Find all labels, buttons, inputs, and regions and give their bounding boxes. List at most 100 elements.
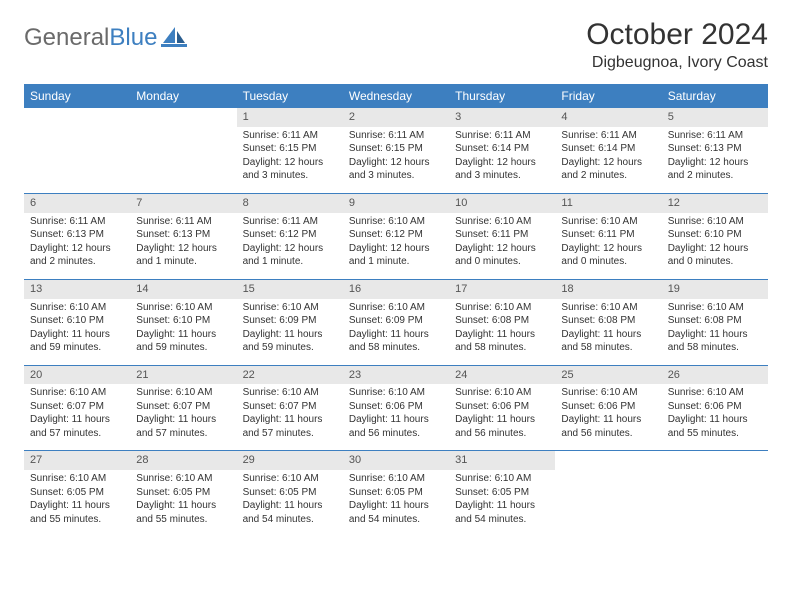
daylight-line-2: and 56 minutes. (561, 427, 655, 441)
daylight-line-2: and 2 minutes. (668, 169, 762, 183)
day-content: Sunrise: 6:10 AMSunset: 6:05 PMDaylight:… (449, 470, 555, 536)
sunset-line: Sunset: 6:15 PM (349, 142, 443, 156)
day-content: Sunrise: 6:10 AMSunset: 6:05 PMDaylight:… (130, 470, 236, 536)
sunset-line: Sunset: 6:09 PM (349, 314, 443, 328)
daylight-line-2: and 0 minutes. (561, 255, 655, 269)
calendar-cell: 11Sunrise: 6:10 AMSunset: 6:11 PMDayligh… (555, 193, 661, 279)
sunrise-line: Sunrise: 6:10 AM (349, 301, 443, 315)
daylight-line-2: and 58 minutes. (349, 341, 443, 355)
logo-text: GeneralBlue (24, 24, 157, 52)
sunrise-line: Sunrise: 6:10 AM (349, 472, 443, 486)
sunset-line: Sunset: 6:11 PM (561, 228, 655, 242)
day-number: 31 (449, 451, 555, 470)
sunset-line: Sunset: 6:14 PM (561, 142, 655, 156)
day-number: 19 (662, 280, 768, 299)
day-number: 26 (662, 366, 768, 385)
calendar-head: SundayMondayTuesdayWednesdayThursdayFrid… (24, 84, 768, 108)
daylight-line-1: Daylight: 12 hours (561, 242, 655, 256)
daylight-line-1: Daylight: 11 hours (668, 413, 762, 427)
calendar-cell: 28Sunrise: 6:10 AMSunset: 6:05 PMDayligh… (130, 451, 236, 536)
daylight-line-2: and 58 minutes. (668, 341, 762, 355)
day-number: 23 (343, 366, 449, 385)
logo-text-blue: Blue (109, 24, 157, 51)
day-header: Thursday (449, 84, 555, 108)
sunset-line: Sunset: 6:10 PM (668, 228, 762, 242)
daylight-line-2: and 58 minutes. (561, 341, 655, 355)
calendar-cell: .. (555, 451, 661, 536)
sunrise-line: Sunrise: 6:10 AM (243, 301, 337, 315)
daylight-line-1: Daylight: 11 hours (30, 328, 124, 342)
daylight-line-2: and 56 minutes. (349, 427, 443, 441)
day-content: Sunrise: 6:10 AMSunset: 6:10 PMDaylight:… (662, 213, 768, 279)
day-number: 25 (555, 366, 661, 385)
calendar-cell: 5Sunrise: 6:11 AMSunset: 6:13 PMDaylight… (662, 108, 768, 193)
daylight-line-1: Daylight: 12 hours (668, 156, 762, 170)
sunset-line: Sunset: 6:08 PM (455, 314, 549, 328)
calendar-week: 27Sunrise: 6:10 AMSunset: 6:05 PMDayligh… (24, 451, 768, 536)
day-number: 27 (24, 451, 130, 470)
daylight-line-1: Daylight: 11 hours (349, 499, 443, 513)
sunrise-line: Sunrise: 6:11 AM (349, 129, 443, 143)
day-content: Sunrise: 6:10 AMSunset: 6:08 PMDaylight:… (449, 299, 555, 365)
sunset-line: Sunset: 6:06 PM (561, 400, 655, 414)
calendar-cell: 21Sunrise: 6:10 AMSunset: 6:07 PMDayligh… (130, 365, 236, 451)
sunrise-line: Sunrise: 6:11 AM (30, 215, 124, 229)
day-number: 12 (662, 194, 768, 213)
day-content: Sunrise: 6:11 AMSunset: 6:15 PMDaylight:… (237, 127, 343, 193)
daylight-line-2: and 3 minutes. (243, 169, 337, 183)
sunset-line: Sunset: 6:13 PM (30, 228, 124, 242)
day-content: Sunrise: 6:10 AMSunset: 6:06 PMDaylight:… (662, 384, 768, 450)
daylight-line-1: Daylight: 11 hours (349, 328, 443, 342)
day-number: 15 (237, 280, 343, 299)
calendar-cell: 23Sunrise: 6:10 AMSunset: 6:06 PMDayligh… (343, 365, 449, 451)
daylight-line-1: Daylight: 12 hours (349, 242, 443, 256)
daylight-line-2: and 55 minutes. (136, 513, 230, 527)
day-number: 13 (24, 280, 130, 299)
daylight-line-1: Daylight: 12 hours (349, 156, 443, 170)
day-header: Sunday (24, 84, 130, 108)
day-content: Sunrise: 6:11 AMSunset: 6:13 PMDaylight:… (662, 127, 768, 193)
day-content: Sunrise: 6:10 AMSunset: 6:05 PMDaylight:… (237, 470, 343, 536)
sunrise-line: Sunrise: 6:10 AM (30, 301, 124, 315)
day-header: Saturday (662, 84, 768, 108)
daylight-line-1: Daylight: 11 hours (561, 413, 655, 427)
daylight-line-1: Daylight: 12 hours (668, 242, 762, 256)
calendar-cell: 9Sunrise: 6:10 AMSunset: 6:12 PMDaylight… (343, 193, 449, 279)
calendar-cell: .. (662, 451, 768, 536)
day-content: Sunrise: 6:10 AMSunset: 6:10 PMDaylight:… (24, 299, 130, 365)
calendar-body: ....1Sunrise: 6:11 AMSunset: 6:15 PMDayl… (24, 108, 768, 536)
day-number: 16 (343, 280, 449, 299)
daylight-line-2: and 3 minutes. (349, 169, 443, 183)
daylight-line-2: and 2 minutes. (30, 255, 124, 269)
day-header: Wednesday (343, 84, 449, 108)
daylight-line-2: and 0 minutes. (668, 255, 762, 269)
day-number: 20 (24, 366, 130, 385)
daylight-line-2: and 57 minutes. (243, 427, 337, 441)
day-number: 1 (237, 108, 343, 127)
daylight-line-2: and 56 minutes. (455, 427, 549, 441)
sunset-line: Sunset: 6:14 PM (455, 142, 549, 156)
day-content: Sunrise: 6:11 AMSunset: 6:13 PMDaylight:… (24, 213, 130, 279)
calendar-cell: 12Sunrise: 6:10 AMSunset: 6:10 PMDayligh… (662, 193, 768, 279)
calendar-cell: 24Sunrise: 6:10 AMSunset: 6:06 PMDayligh… (449, 365, 555, 451)
calendar-cell: 6Sunrise: 6:11 AMSunset: 6:13 PMDaylight… (24, 193, 130, 279)
daylight-line-2: and 54 minutes. (455, 513, 549, 527)
daylight-line-2: and 59 minutes. (243, 341, 337, 355)
day-number: 5 (662, 108, 768, 127)
sunrise-line: Sunrise: 6:10 AM (30, 472, 124, 486)
daylight-line-1: Daylight: 11 hours (243, 413, 337, 427)
sunset-line: Sunset: 6:05 PM (243, 486, 337, 500)
calendar-cell: 20Sunrise: 6:10 AMSunset: 6:07 PMDayligh… (24, 365, 130, 451)
day-number: 29 (237, 451, 343, 470)
daylight-line-2: and 2 minutes. (561, 169, 655, 183)
day-number: 10 (449, 194, 555, 213)
sunset-line: Sunset: 6:13 PM (136, 228, 230, 242)
sail-icon (161, 25, 187, 52)
sunrise-line: Sunrise: 6:10 AM (668, 386, 762, 400)
daylight-line-1: Daylight: 12 hours (455, 156, 549, 170)
daylight-line-2: and 54 minutes. (349, 513, 443, 527)
calendar-cell: 13Sunrise: 6:10 AMSunset: 6:10 PMDayligh… (24, 279, 130, 365)
sunset-line: Sunset: 6:10 PM (30, 314, 124, 328)
sunset-line: Sunset: 6:05 PM (455, 486, 549, 500)
sunrise-line: Sunrise: 6:10 AM (349, 386, 443, 400)
